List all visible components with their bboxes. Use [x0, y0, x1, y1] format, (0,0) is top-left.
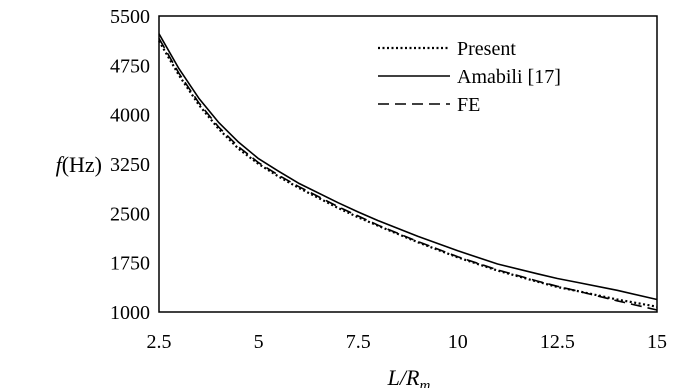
- x-tick-label: 2.5: [147, 331, 172, 353]
- x-axis-title-main: L/R: [387, 365, 420, 388]
- legend: Present Amabili [17] FE: [378, 38, 561, 116]
- y-tick-label: 4750: [110, 55, 150, 77]
- x-tick-label: 7.5: [346, 331, 371, 353]
- y-tick-label: 2500: [110, 203, 150, 225]
- y-axis-ticks: 1000 1750 2500 3250 4000 4750 5500: [110, 6, 150, 324]
- plot-frame: [158, 15, 658, 313]
- series-line-present: [158, 40, 658, 308]
- x-tick-label: 5: [254, 331, 264, 353]
- plot-area: [158, 15, 658, 313]
- y-axis-title-unit: (Hz): [62, 152, 102, 177]
- x-tick-label: 12.5: [540, 331, 575, 353]
- y-tick-label: 3250: [110, 154, 150, 176]
- x-tick-label: 10: [448, 331, 468, 353]
- x-axis-title: L/Rm: [387, 365, 431, 388]
- y-tick-label: 1750: [110, 253, 150, 275]
- legend-label: Amabili [17]: [457, 66, 561, 88]
- series-line-amabili-17: [158, 33, 658, 301]
- x-axis-ticks: 2.5 5 7.5 10 12.5 15: [147, 331, 668, 353]
- legend-label: Present: [457, 38, 516, 60]
- x-tick-label: 15: [647, 331, 667, 353]
- y-tick-label: 1000: [110, 302, 150, 324]
- y-axis-title: f(Hz): [56, 152, 102, 177]
- y-tick-label: 5500: [110, 6, 150, 28]
- y-tick-label: 4000: [110, 105, 150, 127]
- series-line-fe: [158, 38, 658, 311]
- x-axis-title-subscript: m: [419, 378, 430, 388]
- legend-label: FE: [457, 94, 480, 116]
- y-axis-title-symbol: f: [56, 152, 65, 177]
